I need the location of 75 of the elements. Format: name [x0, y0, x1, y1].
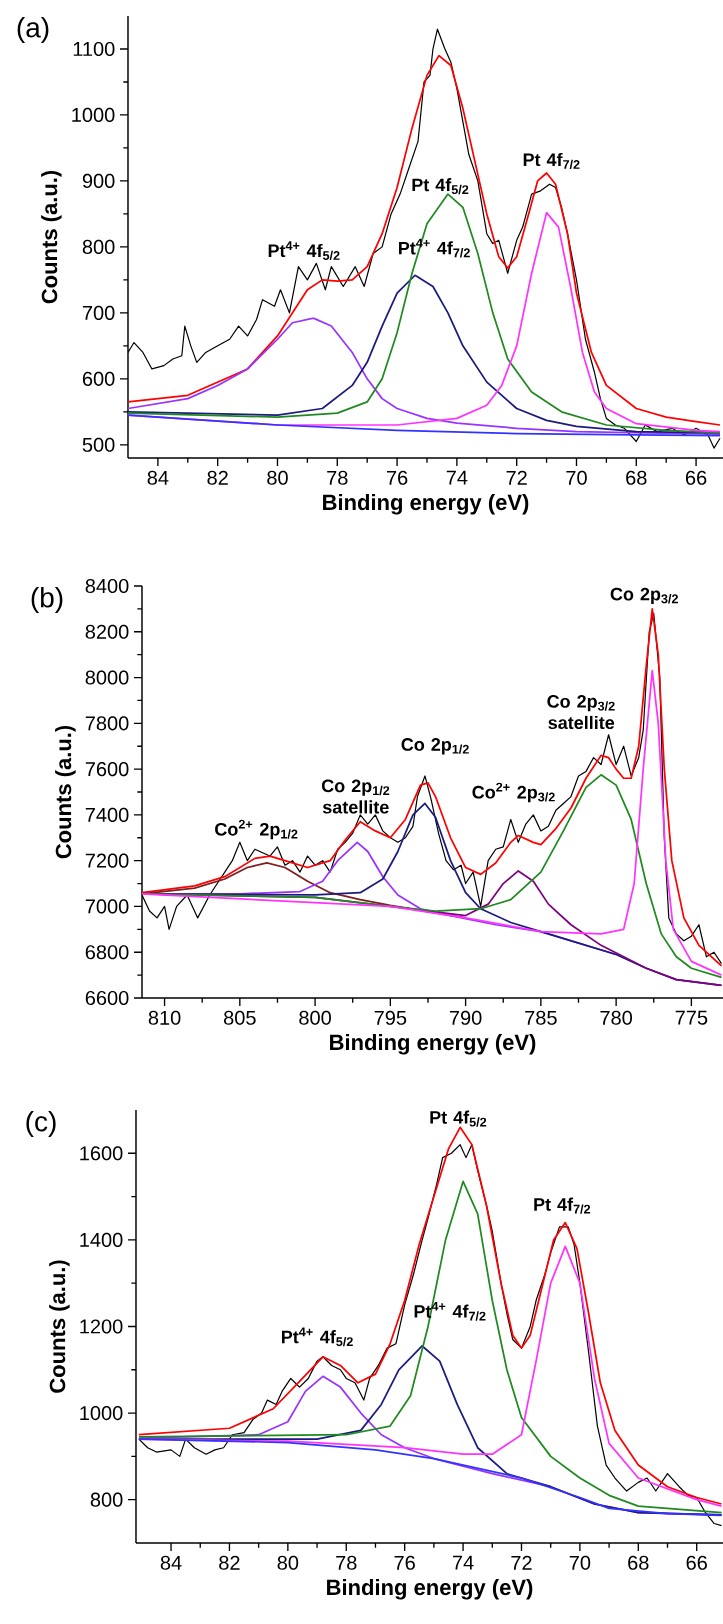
y-tick-label: 1600 — [80, 1146, 123, 1161]
x-tick-label: 76 — [394, 1555, 415, 1570]
x-tick-label: 70 — [569, 1555, 591, 1570]
x-tick-label: 78 — [336, 1555, 357, 1570]
x-axis-title: Binding energy (eV) — [323, 494, 529, 515]
x-tick-label: 800 — [299, 1010, 331, 1025]
x-tick-label: 84 — [160, 1555, 182, 1570]
y-tick-label: 1200 — [80, 1319, 123, 1334]
annotation: Pt$^{4+}$ 4f$_{5/2}$ — [268, 241, 340, 261]
x-tick-label: 68 — [626, 470, 647, 485]
annotation: Co$^{2+}$ 2p$_{3/2}$ — [472, 782, 555, 803]
annotation: Pt 4f$_{7/2}$ — [534, 1197, 591, 1214]
y-axis-title: Counts (a.u.) — [55, 725, 76, 859]
x-tick-label: 82 — [219, 1555, 240, 1570]
chart-title: (c) — [26, 1110, 56, 1138]
y-tick-label: 8000 — [85, 670, 129, 685]
y-tick-label: 6600 — [85, 990, 129, 1006]
x-tick-label: 76 — [386, 470, 408, 485]
annotation: Co 2p$_{3/2}$ — [610, 587, 678, 605]
x-tick-label: 775 — [675, 1010, 708, 1025]
chart-title: (a) — [17, 16, 49, 44]
y-tick-label: 6800 — [85, 945, 129, 960]
x-tick-label: 80 — [277, 1555, 299, 1570]
x-tick-label: 82 — [207, 470, 228, 485]
y-tick-label: 1000 — [80, 1406, 123, 1421]
x-axis-title: Binding energy (eV) — [330, 1034, 536, 1055]
x-tick-label: 74 — [452, 1555, 474, 1570]
y-axis-title: Counts (a.u.) — [49, 1260, 70, 1393]
y-tick-label: 7600 — [85, 762, 129, 777]
x-tick-label: 70 — [566, 470, 587, 485]
annotation: Pt$^{4+}$ 4f$_{5/2}$ — [281, 1327, 353, 1347]
y-tick-label: 7800 — [85, 716, 129, 731]
x-tick-label: 810 — [148, 1010, 181, 1025]
annotation: Co 2p$_{1/2}$ satellite — [321, 779, 390, 814]
line-series — [127, 414, 721, 437]
x-axis-title: Binding energy (eV) — [327, 1579, 533, 1600]
chart-title: (b) — [31, 586, 63, 614]
x-tick-label: 805 — [224, 1010, 256, 1025]
annotation: Pt 4f$_{5/2}$ — [430, 1110, 487, 1127]
y-tick-label: 1400 — [80, 1232, 123, 1247]
y-tick-label: 900 — [82, 173, 115, 188]
x-tick-label: 78 — [327, 470, 348, 485]
x-tick-label: 790 — [449, 1010, 482, 1025]
annotation: Co$^{2+}$ 2p$_{1/2}$ — [215, 819, 298, 840]
y-tick-label: 8400 — [85, 578, 129, 594]
annotation: Co 2p$_{1/2}$ — [401, 738, 469, 755]
x-tick-label: 80 — [267, 470, 288, 485]
line-series — [138, 1438, 723, 1517]
y-tick-label: 500 — [82, 437, 115, 452]
x-tick-label: 72 — [511, 1555, 532, 1570]
y-tick-label: 1100 — [73, 41, 115, 57]
y-tick-label: 800 — [90, 1492, 123, 1507]
y-axis-title: Counts (a.u.) — [41, 170, 62, 304]
x-tick-label: 84 — [147, 470, 169, 485]
annotation: Pt 4f$_{7/2}$ — [523, 152, 580, 170]
x-tick-label: 66 — [685, 470, 707, 485]
y-tick-label: 8200 — [85, 624, 129, 639]
x-tick-label: 795 — [374, 1010, 407, 1025]
y-tick-label: 1000 — [72, 107, 115, 123]
y-tick-label: 7400 — [85, 807, 129, 822]
line-series — [141, 669, 723, 976]
line-series — [127, 317, 721, 436]
x-tick-label: 68 — [628, 1555, 649, 1570]
x-tick-label: 785 — [525, 1010, 557, 1025]
annotation: Pt 4f$_{5/2}$ — [412, 178, 469, 195]
y-tick-label: 7000 — [85, 899, 129, 914]
y-tick-label: 800 — [82, 239, 115, 254]
x-tick-label: 780 — [600, 1010, 633, 1025]
x-tick-label: 72 — [506, 470, 527, 485]
annotation: Co 2p$_{3/2}$ satellite — [547, 695, 615, 730]
x-tick-label: 74 — [446, 470, 468, 485]
x-tick-label: 66 — [686, 1555, 707, 1570]
y-tick-label: 7200 — [85, 853, 129, 868]
y-tick-label: 600 — [82, 371, 115, 386]
y-tick-label: 700 — [82, 305, 115, 320]
